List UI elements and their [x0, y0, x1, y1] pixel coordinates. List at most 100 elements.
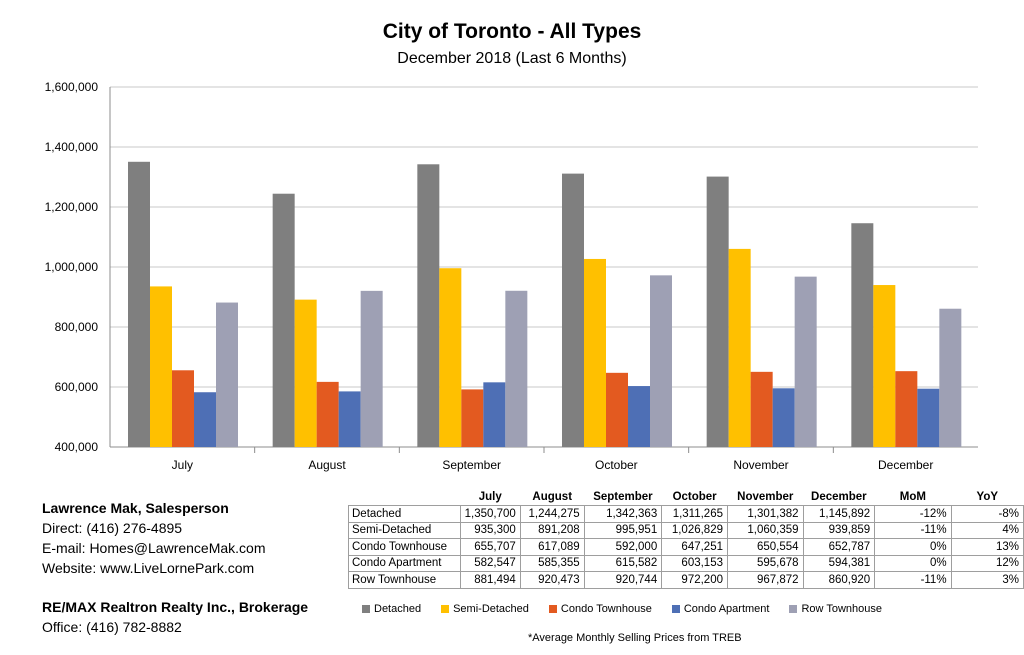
- bar-condo-townhouse-november: [750, 371, 773, 447]
- table-cell: 920,744: [583, 571, 662, 589]
- table-cell: 939,859: [802, 521, 875, 539]
- legend-label: Semi-Detached: [453, 603, 529, 615]
- table-cell: 860,920: [802, 571, 875, 589]
- agent-email: E-mail: Homes@LawrenceMak.com: [42, 540, 266, 556]
- table-row-label: Semi-Detached: [348, 521, 461, 539]
- bar-row-townhouse-october: [650, 275, 672, 447]
- table-row-label: Condo Townhouse: [348, 538, 461, 555]
- chart-subtitle: December 2018 (Last 6 Months): [397, 50, 627, 67]
- table-cell: 652,787: [802, 538, 875, 555]
- bar-semi-detached-october: [584, 258, 606, 447]
- legend-label: Condo Townhouse: [560, 603, 652, 615]
- bar-condo-townhouse-december: [895, 371, 918, 447]
- chart-legend: Detached Semi-Detached Condo Townhouse Cond…: [362, 603, 902, 615]
- table-cell: 0%: [874, 538, 952, 555]
- table-header-cell: July: [478, 491, 502, 503]
- table-cell: 3%: [950, 571, 1024, 589]
- y-tick-label: 800,000: [55, 320, 99, 334]
- table-row: Condo Townhouse 655,707 617,089 592,000 647,…: [348, 538, 1024, 555]
- bar-detached-september: [417, 164, 440, 447]
- x-tick-label: October: [595, 458, 638, 472]
- x-tick-label: November: [733, 458, 788, 472]
- table-header-cell: August: [532, 491, 573, 503]
- bar-row-townhouse-november: [794, 276, 817, 447]
- table-cell: 1,350,700: [459, 505, 521, 522]
- table-cell: 582,547: [459, 554, 521, 572]
- footnote: *Average Monthly Selling Prices from TRE…: [528, 632, 742, 644]
- table-row-label: Detached: [348, 505, 461, 522]
- table-header-row: July August September October November Decemb…: [349, 489, 1024, 506]
- bar-condo-townhouse-october: [606, 372, 628, 447]
- x-tick-label: July: [172, 458, 193, 472]
- agent-name: Lawrence Mak, Salesperson: [42, 500, 229, 516]
- bar-semi-detached-september: [439, 268, 462, 447]
- bar-semi-detached-november: [728, 248, 751, 447]
- table-row: Condo Apartment 582,547 585,355 615,582 603,…: [348, 554, 1024, 572]
- legend-item: Condo Apartment: [671, 603, 770, 615]
- bar-condo-apartment-november: [772, 388, 795, 447]
- y-tick-label: 1,400,000: [45, 140, 99, 154]
- table-cell: 1,026,829: [661, 521, 728, 539]
- legend-label: Condo Apartment: [683, 603, 770, 615]
- legend-swatch: [671, 605, 680, 613]
- table-cell: 0%: [874, 554, 952, 572]
- table-cell: 585,355: [519, 554, 585, 572]
- legend-item: Semi-Detached: [441, 603, 529, 615]
- table-cell: 603,153: [661, 554, 728, 572]
- bar-condo-townhouse-september: [461, 389, 484, 447]
- bar-semi-detached-december: [873, 285, 896, 447]
- table-cell: -8%: [950, 505, 1024, 522]
- table-row: Semi-Detached 935,300 891,208 995,951 1,026,…: [348, 521, 1024, 539]
- bar-semi-detached-july: [150, 286, 172, 447]
- bar-detached-december: [851, 223, 874, 447]
- brokerage-block: RE/MAX Realtron Realty Inc., Brokerage O…: [42, 597, 308, 637]
- bar-condo-townhouse-july: [172, 370, 194, 447]
- legend-item: Detached: [362, 603, 421, 615]
- x-tick-label: August: [308, 458, 346, 472]
- legend-label: Detached: [374, 603, 422, 615]
- table-cell: 1,145,892: [802, 505, 875, 522]
- table-cell: 647,251: [661, 538, 728, 555]
- table-header-cell: [349, 489, 461, 506]
- bar-row-townhouse-august: [360, 290, 383, 447]
- legend-label: Row Townhouse: [801, 603, 882, 615]
- table-cell: 967,872: [727, 571, 804, 589]
- table-header-cell: YoY: [976, 491, 999, 503]
- y-tick-label: 1,000,000: [45, 260, 99, 274]
- table-cell: 595,678: [727, 554, 804, 572]
- chart-title: City of Toronto - All Types: [382, 20, 642, 43]
- legend-swatch: [441, 605, 450, 613]
- table-cell: 920,473: [519, 571, 585, 589]
- legend-item: Row Townhouse: [789, 603, 882, 615]
- bar-condo-townhouse-august: [316, 381, 339, 447]
- office-phone: Office: (416) 782-8882: [42, 619, 182, 635]
- bar-semi-detached-august: [294, 299, 317, 447]
- table-header-cell: MoM: [899, 491, 926, 503]
- bar-row-townhouse-december: [939, 308, 962, 447]
- table-cell: 12%: [950, 554, 1024, 572]
- agent-website: Website: www.LiveLornePark.com: [42, 560, 255, 576]
- table-cell: 594,381: [802, 554, 875, 572]
- bar-chart: 400,000 600,000 800,000 1,000,000 1,200,000 1…: [45, 80, 978, 472]
- table-cell: 592,000: [583, 538, 662, 555]
- data-table: July August September October November Decemb…: [348, 489, 1024, 589]
- brokerage-name: RE/MAX Realtron Realty Inc., Brokerage: [42, 599, 309, 615]
- table-cell: 615,582: [583, 554, 662, 572]
- contact-block: Lawrence Mak, Salesperson Direct: (416) …: [42, 498, 266, 578]
- table-cell: 935,300: [459, 521, 521, 539]
- legend-swatch: [789, 605, 798, 613]
- table-cell: 1,311,265: [661, 505, 728, 522]
- table-cell: 995,951: [583, 521, 662, 539]
- bar-detached-august: [272, 193, 295, 447]
- y-tick-label: 1,200,000: [45, 200, 99, 214]
- table-cell: 891,208: [519, 521, 585, 539]
- legend-swatch: [548, 605, 557, 613]
- bar-detached-july: [128, 161, 150, 448]
- table-cell: -12%: [874, 505, 952, 522]
- table-header-cell: November: [737, 491, 794, 503]
- bar-condo-apartment-december: [917, 388, 940, 447]
- bar-detached-october: [562, 173, 584, 448]
- y-tick-label: 400,000: [55, 440, 99, 454]
- x-tick-label: December: [878, 458, 933, 472]
- x-tick-label: September: [442, 458, 501, 472]
